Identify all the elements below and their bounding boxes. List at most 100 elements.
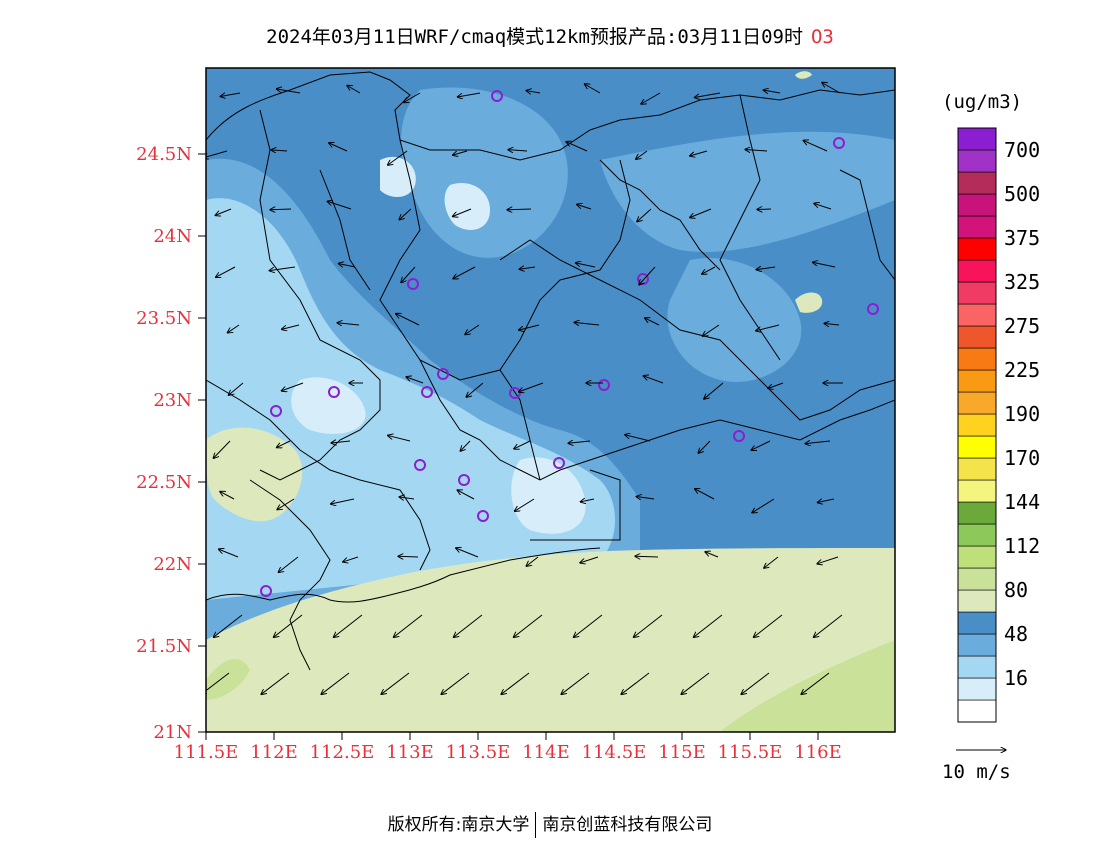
station-marker [414,459,426,471]
colorbar-label: 700 [1004,138,1040,162]
wind-arrow [824,323,840,325]
station-marker [270,405,282,417]
colorbar-segment [957,369,997,393]
wind-arrow [643,376,664,384]
colorbar-segment [957,215,997,239]
lat-label: 22.5N [136,472,192,493]
wind-arrow [702,324,720,336]
station-marker [328,386,340,398]
wind-arrow [584,84,601,94]
wind-arrow [519,382,544,392]
colorbar-label: 375 [1004,226,1040,250]
coastline [206,547,601,603]
lat-label: 23.5N [136,308,192,329]
colorbar-segment [957,127,997,151]
wind-arrow [705,552,719,558]
wind-vectors [206,83,843,695]
wind-arrow [338,263,356,267]
wind-arrow [327,201,352,210]
wind-arrow [457,92,481,97]
wind-arrow [216,266,236,277]
colorbar-segment [957,303,997,327]
wind-arrow [452,208,472,216]
boundary-hk [530,469,621,541]
colorbar-label: 190 [1004,402,1040,426]
wind-arrow [801,672,830,694]
chart-title: 2024年03月11日WRF/cmaq模式12km预报产品:03月11日09时 O… [0,22,1100,49]
station-marker [260,585,272,597]
colorbar-label: 500 [1004,182,1040,206]
wind-arrow [574,322,600,325]
wind-arrow [388,150,408,165]
colorbar-segment [957,149,997,173]
colorbar: 700 500 375 325 275 225 190 170 144 112 80 48 16 [957,127,1040,723]
wind-arrow [641,92,661,104]
wind-arrow [702,266,716,274]
wind-arrow [453,266,476,279]
wind-arrow [337,323,360,325]
wind-arrow [269,266,296,271]
boundary-8 [249,479,331,671]
lon-label: 115.5E [718,742,783,763]
wind-arrow [347,86,361,94]
colorbar-label: 48 [1004,622,1028,646]
wind-arrow [220,491,235,500]
wind-arrow [568,441,591,443]
colorbar-label: 112 [1004,534,1040,558]
station-marker [733,430,745,442]
boundary-6 [319,169,371,291]
wind-arrow [457,490,475,500]
wind-arrow [580,499,595,502]
wind-arrow [575,263,596,268]
wind-arrow [813,614,843,637]
wind-arrow [803,140,828,152]
colorbar-unit: (ug/m3) [942,91,1022,113]
field-patch-north [401,87,568,258]
longitude-axis: 111.5E 112E 112.5E 113E 113.5E 114E 114.5E 115E… [174,732,842,763]
colorbar-segment [957,699,997,723]
wind-arrow [768,382,784,388]
wind-arrow [681,672,710,694]
wind-arrow [453,614,483,637]
lon-label: 115E [658,742,706,763]
colorbar-label: 275 [1004,314,1040,338]
colorbar-segment [957,545,997,569]
wind-arrow [282,324,300,329]
copyright-right: 南京创蓝科技有限公司 [542,815,713,835]
lon-label: 111.5E [174,742,239,763]
wind-arrow [577,204,592,210]
colorbar-outline [957,127,997,723]
colorbar-segment [957,611,997,635]
field-patch-northeast [600,131,895,252]
boundary-north [206,71,895,161]
lon-label: 112E [250,742,298,763]
wind-reference-label: 10 m/s [942,761,1011,783]
wind-arrow [519,324,540,330]
wind-arrow [625,435,651,442]
wind-arrow [805,441,831,444]
wind-arrow [501,672,530,694]
wind-arrow [271,150,288,151]
colorbar-segment [957,457,997,481]
colorbar-segment [957,567,997,591]
lat-label: 24N [153,226,192,247]
field-patch-east [667,258,802,382]
wind-arrow [404,92,421,103]
lon-label: 114E [522,742,570,763]
wind-arrow [277,498,295,510]
field-band-80-112 [206,548,895,732]
boundary-lines [206,71,895,671]
field-patch-sw [206,659,250,700]
copyright-divider [535,812,537,838]
wind-arrow [396,314,420,326]
wind-arrow [526,556,539,566]
wind-arrow [393,614,423,637]
wind-arrow [228,382,244,395]
wind-arrow [281,382,304,391]
wind-arrow [508,150,528,151]
wind-arrow [822,83,841,94]
wind-arrow [388,435,411,442]
lat-label: 21N [153,722,192,743]
lon-label: 116E [794,742,842,763]
wind-arrow [213,614,243,637]
